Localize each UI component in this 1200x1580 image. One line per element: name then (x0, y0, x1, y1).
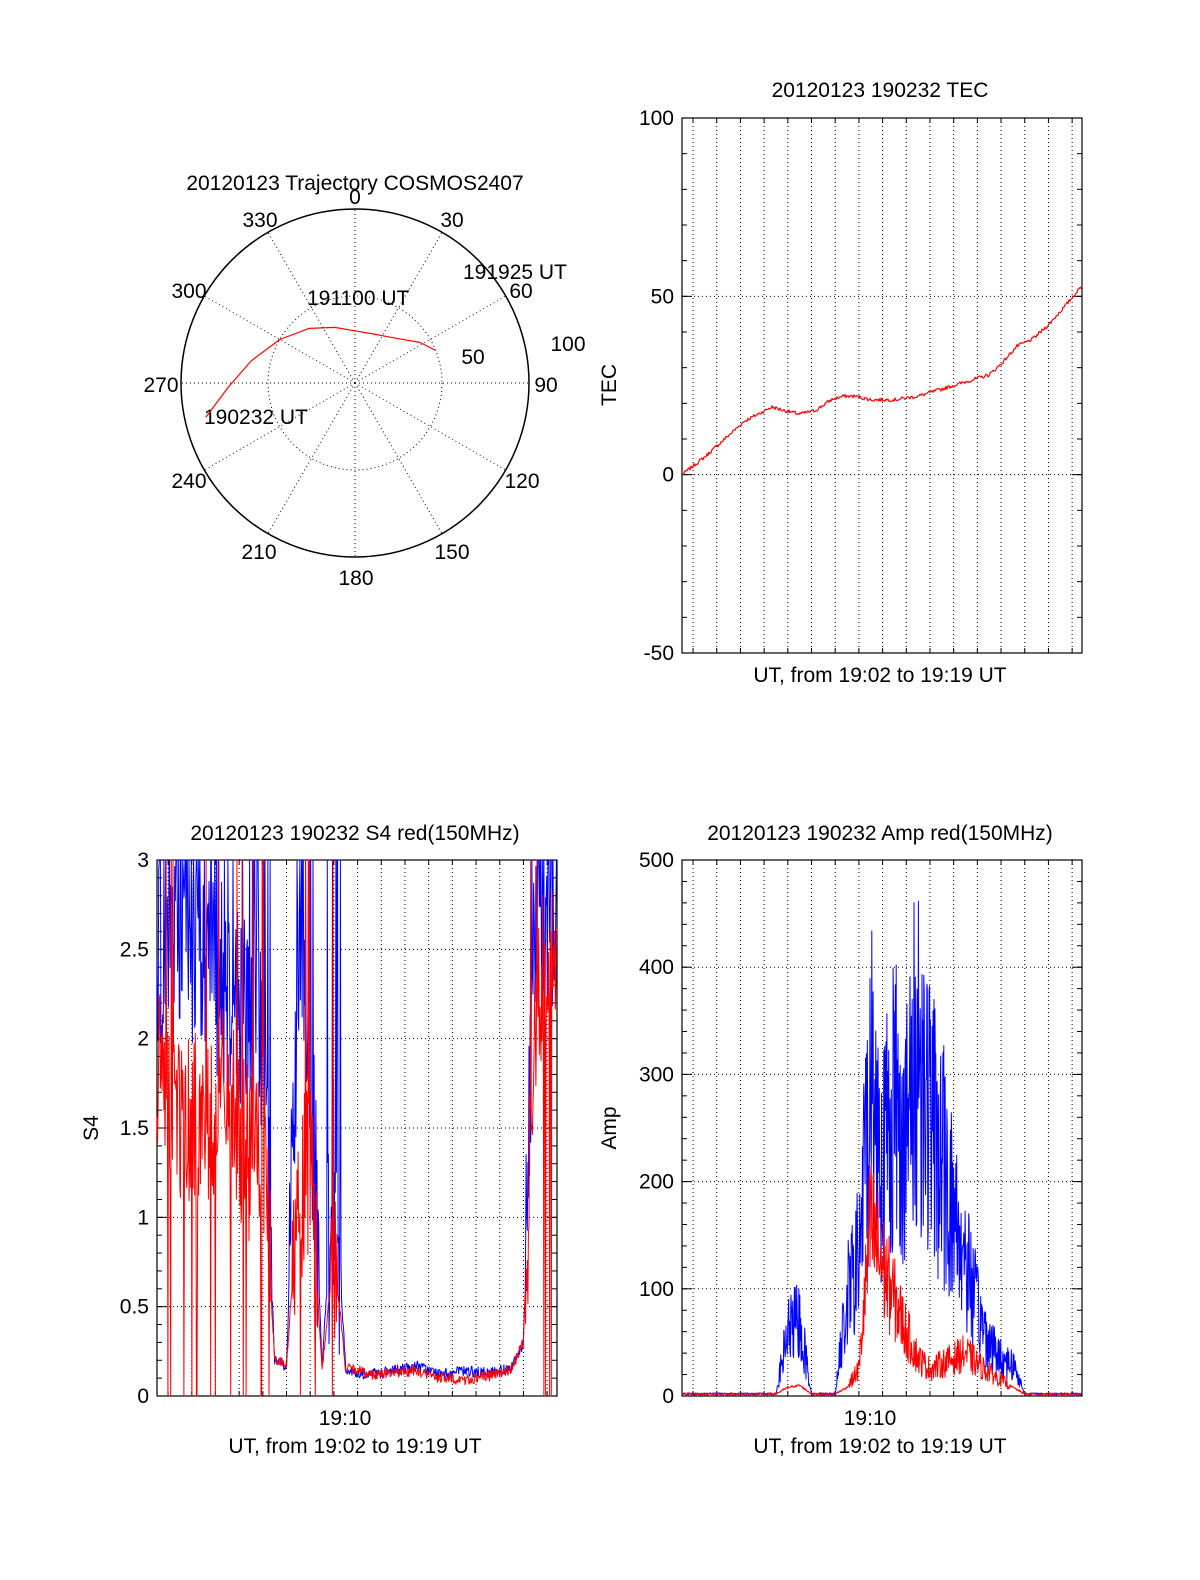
trajectory-polar-plot (180, 208, 530, 558)
amp-plot: 0 100 200 300 400 500 (639, 849, 1083, 1408)
tec-ytick-label: 0 (662, 464, 674, 487)
azimuth-label: 120 (504, 470, 539, 493)
polar-azimuth-labels: 0 30 60 90 120 150 180 210 240 270 300 3… (143, 186, 557, 590)
s4-ytick-label: 1.5 (120, 1117, 149, 1140)
trajectory-end-label: 191925 UT (463, 261, 567, 284)
azimuth-label: 150 (434, 541, 469, 564)
azimuth-label: 60 (509, 280, 532, 303)
polar-azimuth-gridline (354, 295, 506, 384)
azimuth-label: 240 (171, 470, 206, 493)
tec-xlabel: UT, from 19:02 to 19:19 UT (753, 664, 1006, 687)
polar-azimuth-gridline (204, 382, 356, 471)
amp-xlabel: UT, from 19:02 to 19:19 UT (753, 1435, 1006, 1458)
amp-title: 20120123 190232 Amp red(150MHz) (707, 822, 1053, 845)
azimuth-label: 210 (241, 541, 276, 564)
s4-ytick-label: 3 (137, 849, 149, 872)
tec-ytick-label: 100 (639, 107, 674, 130)
polar-azimuth-gridline (204, 295, 356, 384)
radial-label: 100 (550, 333, 585, 356)
s4-series-blue (156, 859, 557, 1380)
amp-ytick-label: 200 (639, 1171, 674, 1194)
azimuth-label: 270 (143, 374, 178, 397)
azimuth-label: 90 (534, 374, 557, 397)
amp-ytick-label: 300 (639, 1063, 674, 1086)
azimuth-label: 330 (242, 209, 277, 232)
s4-xlabel: UT, from 19:02 to 19:19 UT (228, 1435, 481, 1458)
s4-xtick-label: 19:10 (319, 1407, 372, 1430)
tec-ytick-label: -50 (644, 642, 674, 665)
polar-outer-circle (180, 208, 530, 558)
tec-title: 20120123 190232 TEC (772, 79, 989, 102)
tec-plot: -50 0 50 100 (639, 107, 1083, 665)
polar-azimuth-gridline (354, 382, 443, 534)
s4-ylabel: S4 (80, 1115, 103, 1141)
s4-ytick-label: 2.5 (120, 938, 149, 961)
polar-azimuth-gridline (354, 382, 506, 471)
s4-series-red (156, 859, 558, 1397)
amp-series-red (681, 1163, 1083, 1396)
s4-title: 20120123 190232 S4 red(150MHz) (190, 822, 519, 845)
tec-series-line (681, 285, 1083, 476)
trajectory-line (205, 326, 436, 418)
s4-ytick-label: 0.5 (120, 1296, 149, 1319)
trajectory-title: 20120123 Trajectory COSMOS2407 (186, 172, 523, 195)
amp-axes-frame (681, 859, 1083, 1397)
azimuth-label: 300 (171, 280, 206, 303)
amp-series-blue (681, 900, 1083, 1396)
tec-ylabel: TEC (598, 364, 621, 406)
radial-label: 50 (461, 346, 484, 369)
azimuth-label: 30 (440, 209, 463, 232)
polar-azimuth-gridline (354, 232, 443, 384)
polar-radial-gridline (267, 295, 443, 471)
amp-ytick-label: 0 (662, 1385, 674, 1408)
amp-ytick-label: 100 (639, 1278, 674, 1301)
polar-azimuth-gridline (267, 382, 356, 534)
s4-plot: 0 0.5 1 1.5 2 2.5 3 (120, 849, 558, 1408)
amp-ytick-label: 500 (639, 849, 674, 872)
amp-xtick-label: 19:10 (844, 1407, 897, 1430)
amp-ylabel: Amp (598, 1106, 621, 1149)
azimuth-label: 0 (349, 186, 361, 209)
polar-azimuth-gridline (267, 232, 356, 384)
tec-ytick-label: 50 (651, 285, 674, 308)
azimuth-label: 180 (338, 567, 373, 590)
trajectory-start-label: 190232 UT (204, 406, 308, 429)
s4-ytick-label: 2 (137, 1028, 149, 1051)
s4-ytick-label: 0 (137, 1385, 149, 1408)
s4-ytick-label: 1 (137, 1206, 149, 1229)
trajectory-mid-label: 191100 UT (307, 287, 410, 310)
amp-ytick-label: 400 (639, 956, 674, 979)
tec-axes-frame (681, 117, 1083, 654)
